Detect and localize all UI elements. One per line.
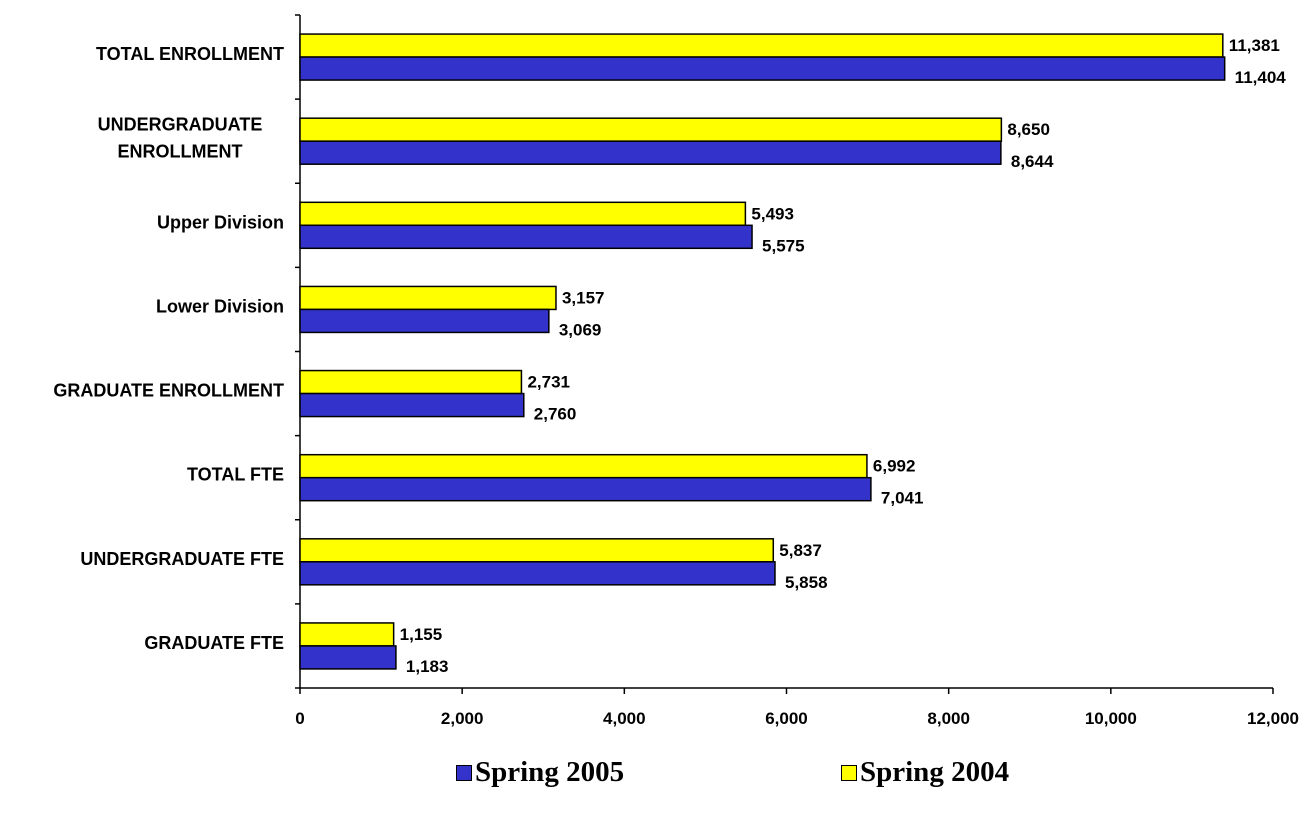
bar-spring-2005-total-enrollment [299, 56, 1226, 81]
category-label: TOTAL FTE [187, 465, 284, 485]
bar-spring-2005-lower-division [299, 308, 550, 334]
data-label-spring-2004: 5,493 [751, 204, 794, 223]
bar-spring-2005-undergraduate-enrollment [299, 140, 1002, 165]
category-label: Lower Division [156, 296, 284, 316]
bar-spring-2004-graduate-enrollment [299, 369, 523, 395]
category-label: UNDERGRADUATE [98, 115, 263, 135]
data-label-spring-2004: 5,837 [779, 541, 822, 560]
category-label: TOTAL ENROLLMENT [96, 44, 284, 64]
bar-spring-2004-undergraduate-fte [299, 538, 775, 563]
legend: Spring 2005 Spring 2004 [0, 758, 1313, 798]
bar-spring-2004-upper-division [299, 201, 747, 227]
category-label: UNDERGRADUATE FTE [80, 549, 284, 569]
bar-spring-2004-total-enrollment [299, 33, 1224, 58]
x-tick-label: 8,000 [927, 709, 970, 728]
bar-spring-2004-total-fte [299, 453, 868, 479]
data-label-spring-2005: 3,069 [559, 320, 602, 339]
legend-item-spring-2005: Spring 2005 [456, 758, 624, 787]
data-label-spring-2005: 7,041 [881, 489, 924, 508]
legend-label-spring-2004: Spring 2004 [860, 756, 1010, 788]
x-tick-label: 10,000 [1085, 709, 1137, 728]
data-label-spring-2005: 1,183 [406, 657, 449, 676]
legend-item-spring-2004: Spring 2004 [841, 758, 1009, 787]
data-labels: 11,381 11,404 8,650 8,644 5,493 5,575 3,157 3,0… [400, 36, 1287, 676]
chart-bars [299, 33, 1226, 670]
bar-spring-2005-graduate-enrollment [299, 392, 525, 418]
x-tick-label: 2,000 [441, 709, 484, 728]
x-tick-labels: 0 2,000 4,000 6,000 8,000 10,000 12,000 [295, 709, 1299, 728]
data-label-spring-2005: 5,858 [785, 573, 828, 592]
category-label: GRADUATE FTE [144, 633, 284, 653]
x-tick-label: 0 [295, 709, 304, 728]
data-label-spring-2005: 5,575 [762, 236, 805, 255]
legend-label-spring-2005: Spring 2005 [475, 756, 625, 788]
bar-spring-2004-lower-division [299, 285, 557, 311]
data-label-spring-2004: 3,157 [562, 288, 605, 307]
bar-spring-2004-graduate-fte [299, 622, 395, 647]
legend-swatch-spring-2004 [841, 764, 857, 781]
category-label: Upper Division [157, 212, 284, 232]
data-label-spring-2004: 11,381 [1229, 36, 1280, 55]
bar-spring-2005-undergraduate-fte [299, 561, 776, 586]
category-label: GRADUATE ENROLLMENT [53, 381, 284, 401]
x-tick-label: 6,000 [765, 709, 808, 728]
chart-axes [295, 14, 1274, 694]
x-tick-label: 4,000 [603, 709, 646, 728]
x-tick-label: 12,000 [1247, 709, 1299, 728]
bar-spring-2005-graduate-fte [299, 645, 397, 670]
data-label-spring-2004: 6,992 [873, 457, 916, 476]
bar-spring-2005-upper-division [299, 224, 753, 250]
data-label-spring-2004: 1,155 [400, 625, 443, 644]
category-labels: TOTAL ENROLLMENT UNDERGRADUATE ENROLLMENT U… [53, 44, 284, 653]
category-label: ENROLLMENT [118, 142, 243, 162]
data-label-spring-2005: 8,644 [1011, 152, 1054, 171]
bar-spring-2005-total-fte [299, 476, 872, 502]
legend-swatch-spring-2005 [456, 764, 472, 781]
data-label-spring-2004: 2,731 [527, 373, 570, 392]
bar-spring-2004-undergraduate-enrollment [299, 117, 1003, 142]
data-label-spring-2004: 8,650 [1007, 120, 1050, 139]
data-label-spring-2005: 11,404 [1235, 68, 1287, 87]
data-label-spring-2005: 2,760 [534, 405, 577, 424]
